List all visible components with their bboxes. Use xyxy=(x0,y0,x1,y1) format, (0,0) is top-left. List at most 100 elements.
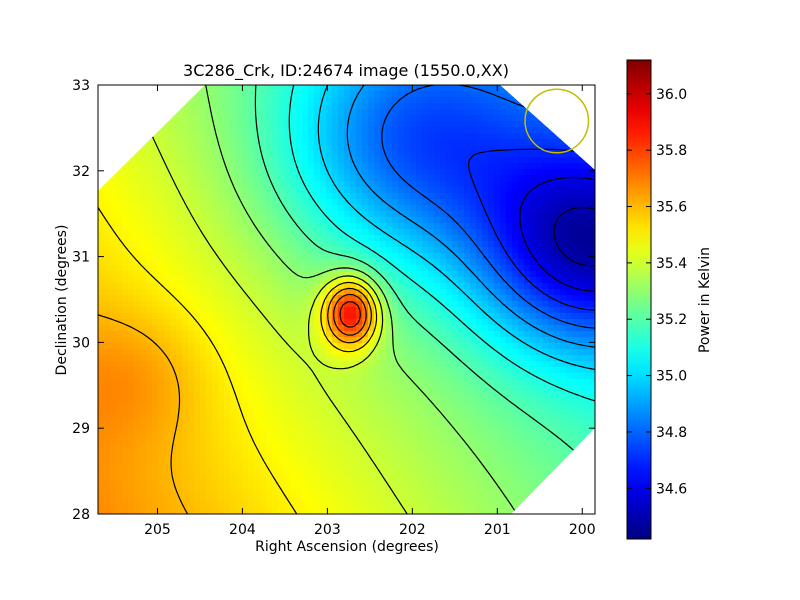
heatmap-cell xyxy=(302,337,309,344)
heatmap-cell xyxy=(410,85,417,92)
heatmap-cell xyxy=(116,427,123,434)
heatmap-cell xyxy=(146,391,153,398)
heatmap-cell xyxy=(260,85,267,92)
heatmap-cell xyxy=(506,361,513,368)
heatmap-cell xyxy=(254,169,261,176)
heatmap-cell xyxy=(380,439,387,446)
heatmap-cell xyxy=(182,433,189,440)
heatmap-cell xyxy=(350,391,357,398)
heatmap-cell xyxy=(260,133,267,140)
heatmap-cell xyxy=(278,301,285,308)
heatmap-cell xyxy=(464,391,471,398)
heatmap-cell xyxy=(314,175,321,182)
heatmap-cell xyxy=(248,259,255,266)
heatmap-cell xyxy=(104,217,111,224)
heatmap-cell xyxy=(170,247,177,254)
heatmap-cell xyxy=(272,361,279,368)
heatmap-cell xyxy=(422,331,429,338)
heatmap-cell xyxy=(224,127,231,134)
heatmap-cell xyxy=(194,97,201,104)
heatmap-cell xyxy=(308,97,315,104)
heatmap-cell xyxy=(308,181,315,188)
heatmap-cell xyxy=(110,247,117,254)
heatmap-cell xyxy=(146,181,153,188)
heatmap-cell xyxy=(518,367,525,374)
heatmap-cell xyxy=(392,277,399,284)
heatmap-cell xyxy=(494,169,501,176)
heatmap-cell xyxy=(488,181,495,188)
heatmap-cell xyxy=(296,181,303,188)
heatmap-cell xyxy=(500,403,507,410)
heatmap-cell xyxy=(482,319,489,326)
heatmap-cell xyxy=(242,181,249,188)
heatmap-cell xyxy=(224,151,231,158)
heatmap-cell xyxy=(542,313,549,320)
heatmap-cell xyxy=(380,193,387,200)
heatmap-cell xyxy=(428,91,435,98)
heatmap-cell xyxy=(302,109,309,116)
heatmap-cell xyxy=(296,265,303,272)
heatmap-cell xyxy=(524,391,531,398)
heatmap-cell xyxy=(242,121,249,128)
heatmap-cell xyxy=(590,211,595,218)
heatmap-cell xyxy=(170,379,177,386)
heatmap-cell xyxy=(428,301,435,308)
heatmap-cell xyxy=(440,373,447,380)
heatmap-cell xyxy=(362,169,369,176)
heatmap-cell xyxy=(566,271,573,278)
heatmap-cell xyxy=(302,385,309,392)
heatmap-cell xyxy=(134,193,141,200)
heatmap-cell xyxy=(350,349,357,356)
heatmap-cell xyxy=(242,223,249,230)
heatmap-cell xyxy=(260,265,267,272)
heatmap-cell xyxy=(344,289,351,296)
heatmap-cell xyxy=(284,373,291,380)
heatmap-cell xyxy=(98,367,105,374)
heatmap-cell xyxy=(164,247,171,254)
heatmap-cell xyxy=(554,307,561,314)
heatmap-cell xyxy=(134,271,141,278)
heatmap-cell xyxy=(296,343,303,350)
heatmap-cell xyxy=(512,151,519,158)
heatmap-cell xyxy=(512,223,519,230)
heatmap-cell xyxy=(452,253,459,260)
heatmap-cell xyxy=(272,85,279,92)
heatmap-cell xyxy=(182,121,189,128)
heatmap-cell xyxy=(506,241,513,248)
heatmap-cell xyxy=(368,115,375,122)
heatmap-cell xyxy=(218,205,225,212)
heatmap-cell xyxy=(590,187,595,194)
heatmap-cell xyxy=(458,91,465,98)
heatmap-cell xyxy=(200,85,207,92)
heatmap-cell xyxy=(524,211,531,218)
heatmap-cell xyxy=(572,277,579,284)
heatmap-cell xyxy=(440,319,447,326)
heatmap-cell xyxy=(440,361,447,368)
heatmap-cell xyxy=(368,217,375,224)
heatmap-cell xyxy=(182,115,189,122)
heatmap-cell xyxy=(494,415,501,422)
heatmap-cell xyxy=(464,361,471,368)
heatmap-cell xyxy=(272,433,279,440)
heatmap-cell xyxy=(452,319,459,326)
heatmap-cell xyxy=(356,253,363,260)
heatmap-cell xyxy=(98,361,105,368)
heatmap-cell xyxy=(182,241,189,248)
heatmap-cell xyxy=(446,283,453,290)
heatmap-cell xyxy=(554,265,561,272)
heatmap-cell xyxy=(542,157,549,164)
heatmap-cell xyxy=(554,415,561,422)
heatmap-cell xyxy=(578,199,585,206)
heatmap-cell xyxy=(230,343,237,350)
heatmap-cell xyxy=(194,373,201,380)
heatmap-cell xyxy=(530,187,537,194)
heatmap-cell xyxy=(296,193,303,200)
heatmap-cell xyxy=(584,247,591,254)
heatmap-cell xyxy=(410,385,417,392)
heatmap-cell xyxy=(344,319,351,326)
heatmap-cell xyxy=(524,385,531,392)
heatmap-cell xyxy=(320,295,327,302)
heatmap-cell xyxy=(506,373,513,380)
heatmap-cell xyxy=(494,235,501,242)
heatmap-cell xyxy=(560,163,567,170)
